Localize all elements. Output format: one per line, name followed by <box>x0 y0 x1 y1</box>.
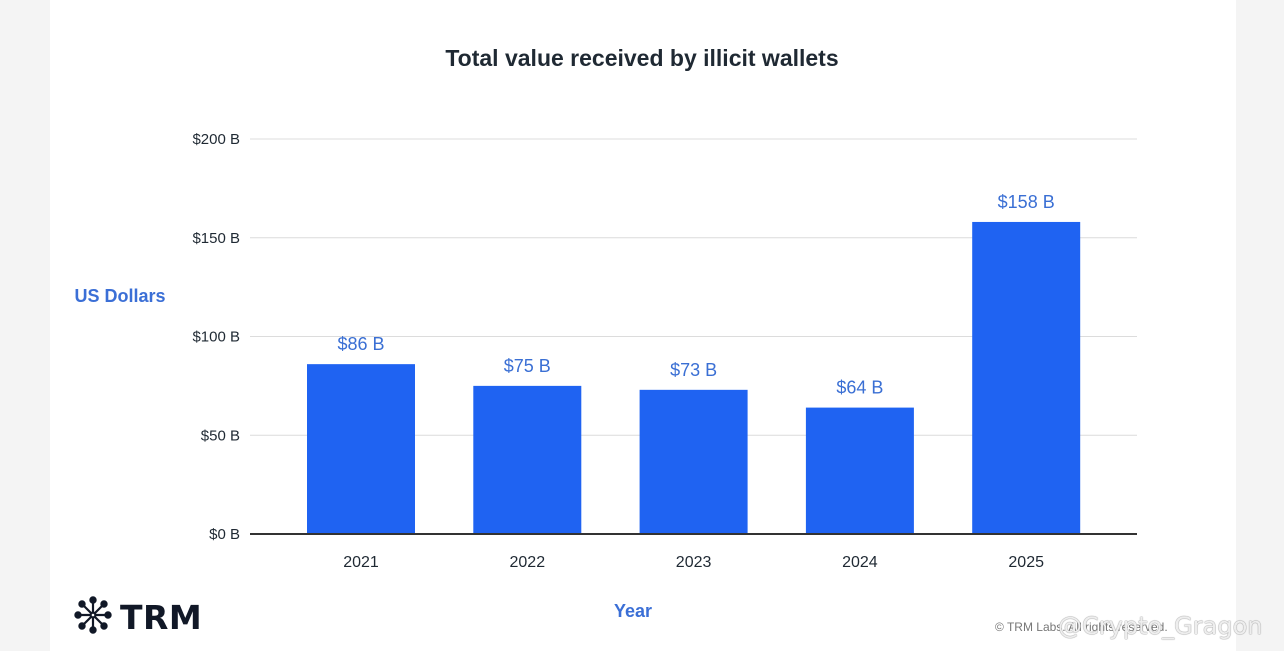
x-tick-label-2024: 2024 <box>842 554 878 571</box>
data-label-2024: $64 B <box>836 378 883 398</box>
x-tick-label-2025: 2025 <box>1008 554 1044 571</box>
logo-text: TRM <box>120 598 203 637</box>
x-tick-label-2023: 2023 <box>676 554 712 571</box>
chart-title: Total value received by illicit wallets <box>445 45 838 71</box>
bar-2024 <box>805 407 914 534</box>
trm-logo: TRM <box>74 596 202 639</box>
x-tick-label-2021: 2021 <box>343 554 379 571</box>
bar-2025 <box>972 221 1081 534</box>
x-axis-ticks: 2021 2022 2023 2024 2025 <box>343 554 1044 571</box>
y-tick-label: $150 B <box>192 230 240 247</box>
bar-2023 <box>639 389 748 534</box>
bar-2021 <box>307 364 415 534</box>
data-label-2023: $73 B <box>670 360 717 380</box>
y-axis-title: US Dollars <box>74 286 165 306</box>
y-tick-label: $100 B <box>192 329 240 346</box>
bar-2022 <box>473 385 582 534</box>
data-labels: $86 B $75 B $73 B $64 B $158 B <box>337 192 1054 398</box>
data-label-2021: $86 B <box>337 334 384 354</box>
data-label-2022: $75 B <box>504 356 551 376</box>
data-label-2025: $158 B <box>998 192 1055 212</box>
asterisk-network-icon <box>74 596 112 639</box>
y-tick-label: $50 B <box>201 427 240 444</box>
watermark: @Crypto_Gragon <box>1058 612 1263 640</box>
y-axis-ticks: $0 B $50 B $100 B $150 B $200 B <box>192 131 240 543</box>
copyright-notice: © TRM Labs. All rights reserved. <box>995 620 1168 634</box>
x-axis-title: Year <box>614 601 652 621</box>
y-tick-label: $0 B <box>209 526 240 543</box>
bars <box>307 221 1081 534</box>
x-tick-label-2022: 2022 <box>510 554 546 571</box>
y-tick-label: $200 B <box>192 131 240 148</box>
